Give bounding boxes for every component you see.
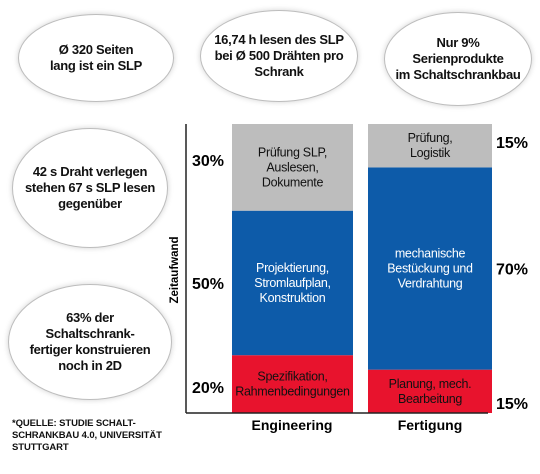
- source-note: *QUELLE: STUDIE SCHALT- SCHRANKBAU 4.0, …: [12, 418, 162, 453]
- category-label-fertigung: Fertigung: [398, 417, 463, 433]
- bar-segment-fertigung-top: [368, 124, 492, 168]
- bar-segment-engineering-bottom: [232, 355, 353, 413]
- segment-label-engineering-top: Prüfung SLP, Auslesen, Dokumente: [258, 145, 327, 189]
- bar-segment-engineering-middle: [232, 210, 353, 356]
- percent-label-left-bottom: 20%: [192, 380, 224, 397]
- percent-label-right-middle: 70%: [496, 262, 528, 279]
- percent-label-left-top: 30%: [192, 153, 224, 170]
- bubble-serienprodukte: Nur 9% Serienprodukte im Schaltschrankba…: [384, 12, 532, 106]
- percent-label-left-middle: 50%: [192, 276, 224, 293]
- segment-label-engineering-middle: Projektierung, Stromlaufplan, Konstruktion: [254, 261, 330, 305]
- percent-label-right-bottom: 15%: [496, 396, 528, 413]
- segment-label-fertigung-top: Prüfung, Logistik: [408, 131, 453, 160]
- bubble-lesezeit: 16,74 h lesen des SLP bei Ø 500 Drähten …: [200, 10, 358, 102]
- bar-segment-engineering-top: [232, 124, 353, 211]
- bubble-konstruktion-2d: 63% der Schaltschrank- fertiger konstrui…: [8, 284, 172, 400]
- bar-segment-fertigung-bottom: [368, 369, 492, 413]
- bars-layer: Spezifikation, Rahmenbedingungen Projektie…: [192, 124, 528, 413]
- segment-label-fertigung-middle: mechanische Bestückung und Verdrahtung: [387, 247, 473, 291]
- segment-label-engineering-bottom: Spezifikation, Rahmenbedingungen: [235, 370, 350, 399]
- category-label-engineering: Engineering: [252, 417, 333, 433]
- percent-label-right-top: 15%: [496, 135, 528, 152]
- y-axis-label: Zeitaufwand: [169, 236, 181, 303]
- bar-segment-fertigung-middle: [368, 167, 492, 370]
- bubble-seiten: Ø 320 Seiten lang ist ein SLP: [18, 14, 174, 102]
- bubble-draht-verlegen: 42 s Draht verlegen stehen 67 s SLP lese…: [12, 128, 168, 248]
- segment-label-fertigung-bottom: Planung, mech. Bearbeitung: [389, 377, 472, 406]
